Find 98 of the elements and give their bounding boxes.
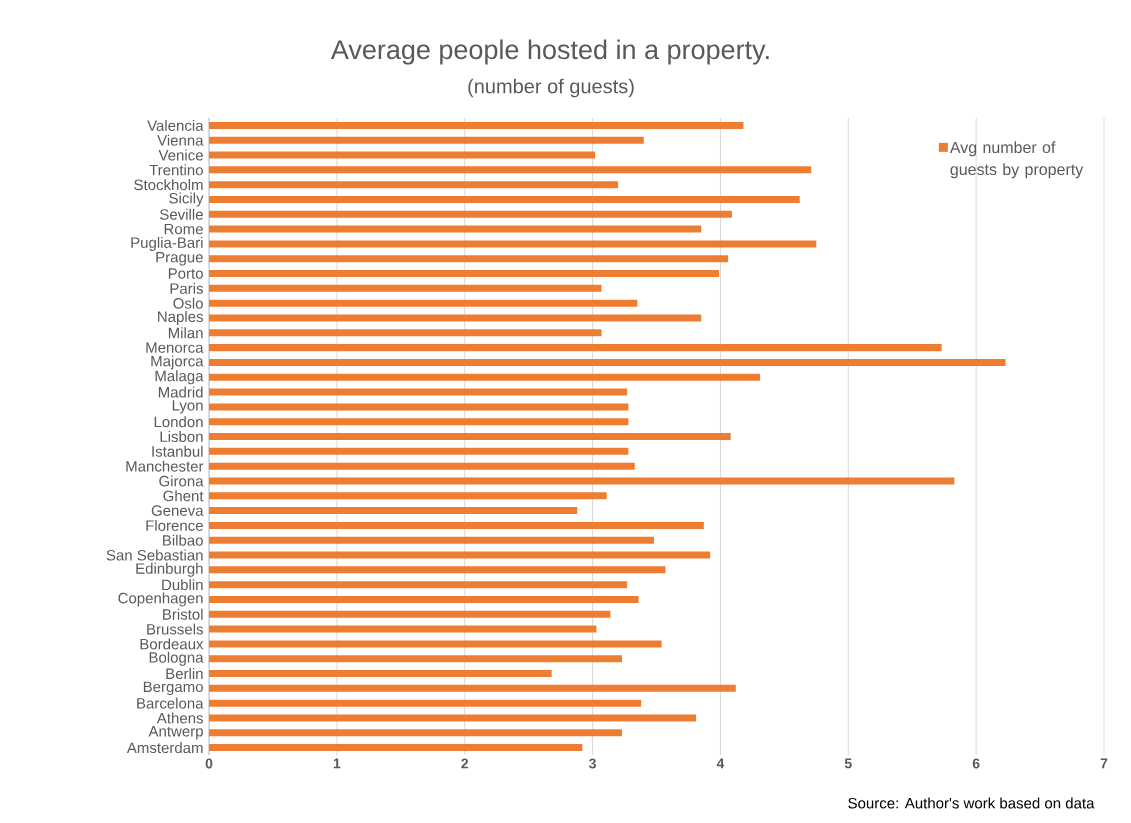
bar	[209, 195, 800, 203]
bar	[209, 418, 629, 426]
bar	[209, 462, 635, 470]
x-tick-label: 7	[1100, 758, 1108, 769]
source-note: Source: Author's work based on data	[848, 797, 1095, 809]
y-tick-label: Malaga	[155, 370, 204, 385]
y-tick-label: Manchester	[126, 460, 204, 472]
y-tick-label: Majorca	[151, 355, 204, 370]
y-tick-label: Brussels	[147, 623, 203, 635]
y-tick-label: Lyon	[172, 400, 203, 414]
y-tick-label: Berlin	[166, 668, 203, 680]
bar	[209, 507, 578, 515]
y-tick-label: Barcelona	[137, 697, 204, 709]
y-tick-label: Lisbon	[160, 431, 203, 443]
bar	[209, 255, 729, 263]
bar	[209, 240, 817, 248]
bar	[209, 225, 702, 233]
bar	[209, 670, 552, 678]
bar	[209, 610, 611, 618]
bar	[209, 210, 732, 218]
bar	[209, 314, 702, 322]
y-tick-label: Girona	[159, 475, 204, 487]
x-tick-label: 0	[205, 758, 213, 769]
y-tick-label: Puglia-Bari	[131, 236, 203, 251]
y-tick-label: Valencia	[147, 119, 204, 131]
bar	[209, 270, 720, 278]
y-tick-label: Madrid	[158, 386, 203, 398]
bar	[209, 714, 697, 722]
y-tick-label: Dublin	[162, 579, 203, 591]
bar	[209, 358, 1006, 366]
y-tick-label: Athens	[156, 712, 203, 724]
y-tick-label: Amsterdam	[126, 742, 203, 754]
y-tick-label: Bergamo	[143, 681, 203, 696]
y-tick-label: Antwerp	[148, 726, 203, 740]
bar	[209, 581, 628, 589]
bar	[209, 284, 602, 292]
y-tick-label: Sicily	[169, 192, 204, 207]
bar	[209, 388, 628, 396]
y-tick-label: Bologna	[149, 651, 204, 666]
bar	[209, 403, 629, 411]
y-tick-label: London	[154, 416, 203, 428]
bar	[209, 521, 704, 529]
y-tick-label: Edinburgh	[136, 562, 203, 577]
bar	[209, 136, 644, 144]
bar	[209, 373, 761, 381]
y-tick-label: Istanbul	[152, 445, 203, 457]
y-tick-label: Oslo	[173, 297, 203, 309]
bar	[209, 536, 654, 544]
bar	[209, 595, 639, 603]
bar	[209, 151, 596, 159]
y-tick-label: Venice	[158, 149, 203, 161]
x-tick-label: 5	[844, 758, 852, 769]
bar	[209, 492, 607, 500]
bar	[209, 181, 619, 189]
x-tick-label: 1	[333, 758, 341, 769]
y-tick-label: Bordeaux	[140, 638, 204, 650]
y-tick-label: Rome	[164, 223, 203, 235]
bar	[209, 684, 736, 692]
bar	[209, 655, 622, 663]
x-tick-label: 4	[716, 758, 725, 769]
y-tick-label: San Sebastian	[106, 549, 203, 561]
chart-subtitle: (number of guests)	[468, 78, 634, 98]
y-tick-label: Geneva	[151, 505, 204, 516]
bar	[209, 625, 597, 633]
y-tick-label: Trentino	[149, 164, 203, 176]
bar	[209, 433, 731, 441]
y-tick-label: Bristol	[163, 608, 203, 620]
bar	[209, 566, 666, 574]
y-tick-label: Seville	[160, 208, 203, 220]
bar	[209, 166, 812, 174]
bar	[209, 699, 642, 707]
bar	[209, 329, 602, 337]
bar	[209, 121, 744, 129]
y-tick-label: Bilbao	[163, 534, 203, 546]
y-tick-label: Florence	[146, 519, 203, 531]
y-tick-label: Naples	[158, 311, 203, 325]
y-tick-label: Stockholm	[134, 179, 203, 191]
legend-label: Avg number of guests by property	[949, 141, 1084, 179]
y-tick-label: Menorca	[146, 342, 204, 353]
bar	[209, 729, 622, 737]
y-tick-label: Milan	[168, 327, 203, 339]
bar	[209, 447, 629, 455]
bar	[209, 744, 583, 752]
y-tick-label: Copenhagen	[118, 592, 203, 607]
bar	[209, 551, 711, 559]
chart-title: Average people hosted in a property.	[330, 39, 769, 65]
x-tick-label: 3	[589, 758, 596, 769]
bar	[209, 640, 662, 648]
bar	[209, 299, 638, 307]
y-tick-label: Porto	[168, 268, 203, 279]
y-tick-label: Ghent	[163, 490, 204, 502]
x-tick-label: 2	[461, 758, 469, 769]
y-tick-label: Paris	[170, 282, 203, 294]
bar	[209, 344, 942, 352]
x-tick-label: 6	[972, 758, 980, 769]
y-tick-label: Vienna	[157, 134, 204, 146]
bar	[209, 477, 955, 485]
y-tick-label: Prague	[156, 252, 203, 266]
